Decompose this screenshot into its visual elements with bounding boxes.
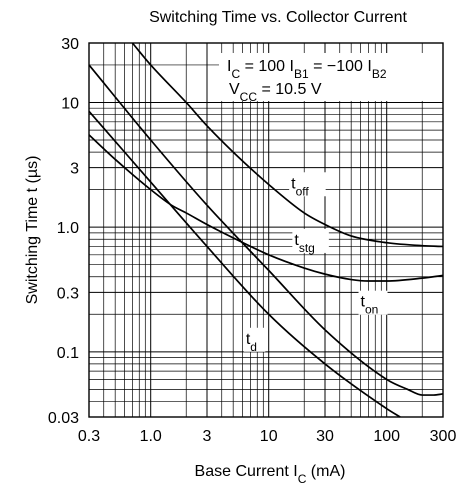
- x-tick-label: 100: [373, 428, 400, 445]
- curve-t-d: [88, 110, 401, 418]
- curve-label-background: [292, 228, 329, 253]
- chart-title: Switching Time vs. Collector Current: [149, 9, 407, 26]
- annotation-line: VCC = 10.5 V: [229, 81, 322, 104]
- x-tick-label: 10: [260, 428, 278, 445]
- y-tick-label: 0.3: [57, 285, 79, 302]
- x-tick-label: 1.0: [140, 428, 162, 445]
- curve-label-t-on: ton: [361, 294, 379, 317]
- curve-t-stg: [88, 134, 444, 282]
- y-tick-label: 1.0: [57, 220, 79, 237]
- y-tick-label: 0.03: [48, 410, 79, 427]
- curve-label-t-stg: tstg: [294, 232, 314, 255]
- y-tick-label: 10: [61, 95, 79, 112]
- y-tick-label: 0.1: [57, 345, 79, 362]
- annotation-line: IC = 100 IB1 = −100 IB2: [227, 58, 387, 81]
- curve-label-background: [289, 172, 326, 197]
- x-axis-label: Base Current IC (mA): [195, 463, 346, 486]
- curve-t-off: [131, 42, 444, 248]
- curve-labels: toff tstg ton td: [243, 172, 388, 354]
- x-tick-label: 300: [430, 428, 457, 445]
- curve-label-t-off: toff: [291, 175, 309, 198]
- curve-label-background: [243, 327, 266, 352]
- y-tick-label: 30: [61, 36, 79, 53]
- x-tick-label: 0.3: [78, 428, 100, 445]
- y-tick-label: 3: [70, 161, 79, 178]
- x-tick-label: 3: [203, 428, 212, 445]
- y-axis-label: Switching Time t (µs): [24, 156, 41, 305]
- curve-label-t-d: td: [246, 331, 257, 354]
- plot-frame: [88, 42, 444, 418]
- annotation-background: [219, 53, 445, 101]
- curve-t-on: [88, 64, 444, 396]
- grid: [89, 43, 443, 417]
- tick-labels: 0.3 1.0 3 10 30 100 300 0.03 0.1 0.3 1.0 3 10 30: [48, 36, 457, 445]
- x-tick-label: 30: [316, 428, 334, 445]
- curve-label-background: [358, 290, 388, 315]
- curves: [88, 42, 444, 418]
